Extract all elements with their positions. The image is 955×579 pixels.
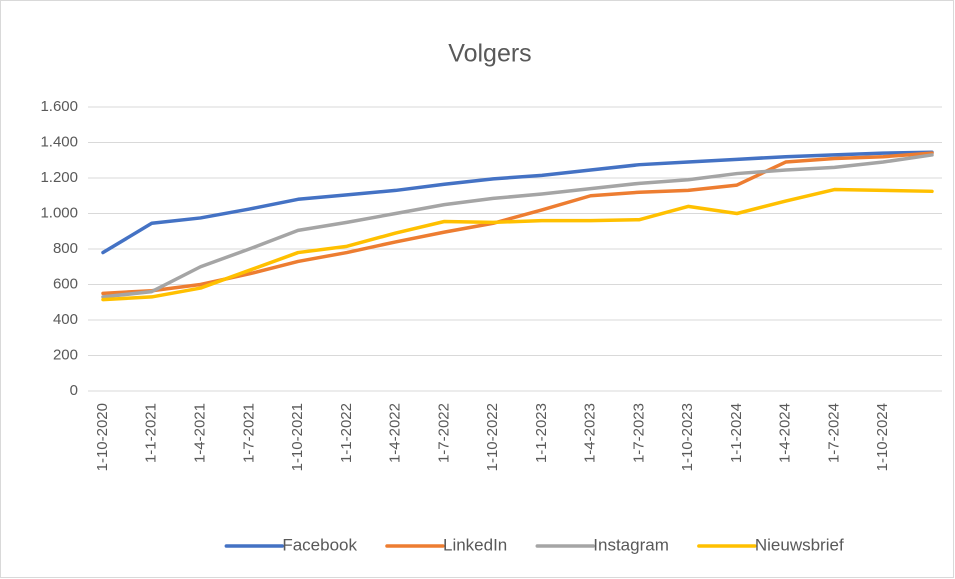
x-tick-label: 1-4-2021: [191, 403, 208, 463]
y-tick-label: 1.000: [40, 204, 78, 221]
x-tick-label: 1-7-2024: [825, 403, 842, 463]
legend-label: Nieuwsbrief: [755, 535, 844, 554]
x-tick-label: 1-4-2022: [387, 403, 404, 463]
legend-label: Facebook: [282, 535, 357, 554]
x-tick-label: 1-1-2021: [143, 403, 160, 463]
series-line: [101, 187, 934, 302]
y-tick-label: 1.200: [40, 169, 78, 186]
y-tick-label: 200: [53, 346, 78, 363]
chart-title: Volgers: [448, 40, 531, 68]
x-tick-label: 1-1-2022: [338, 403, 355, 463]
x-tick-label: 1-10-2020: [94, 403, 111, 471]
x-tick-label: 1-7-2023: [630, 403, 647, 463]
x-tick-label: 1-10-2022: [484, 403, 501, 471]
series-line: [101, 153, 934, 299]
x-tick-label: 1-4-2024: [777, 403, 794, 463]
series-line: [101, 150, 934, 255]
y-tick-label: 1.400: [40, 133, 78, 150]
x-tick-label: 1-1-2024: [728, 403, 745, 463]
series-line: [101, 151, 934, 296]
y-tick-label: 800: [53, 240, 78, 257]
x-tick-label: 1-4-2023: [582, 403, 599, 463]
x-tick-label: 1-7-2021: [240, 403, 257, 463]
legend-label: LinkedIn: [443, 535, 507, 554]
y-tick-label: 600: [53, 275, 78, 292]
x-tick-label: 1-10-2023: [679, 403, 696, 471]
y-tick-label: 400: [53, 311, 78, 328]
x-tick-label: 1-7-2022: [435, 403, 452, 463]
x-tick-label: 1-10-2021: [289, 403, 306, 471]
y-tick-label: 1.600: [40, 98, 78, 115]
x-tick-label: 1-10-2024: [874, 403, 891, 471]
legend-label: Instagram: [593, 535, 669, 554]
legend: Facebook LinkedIn Instagram Nieuwsbrief: [224, 535, 844, 554]
x-tick-label: 1-1-2023: [533, 403, 550, 463]
y-tick-label: 0: [70, 382, 78, 399]
